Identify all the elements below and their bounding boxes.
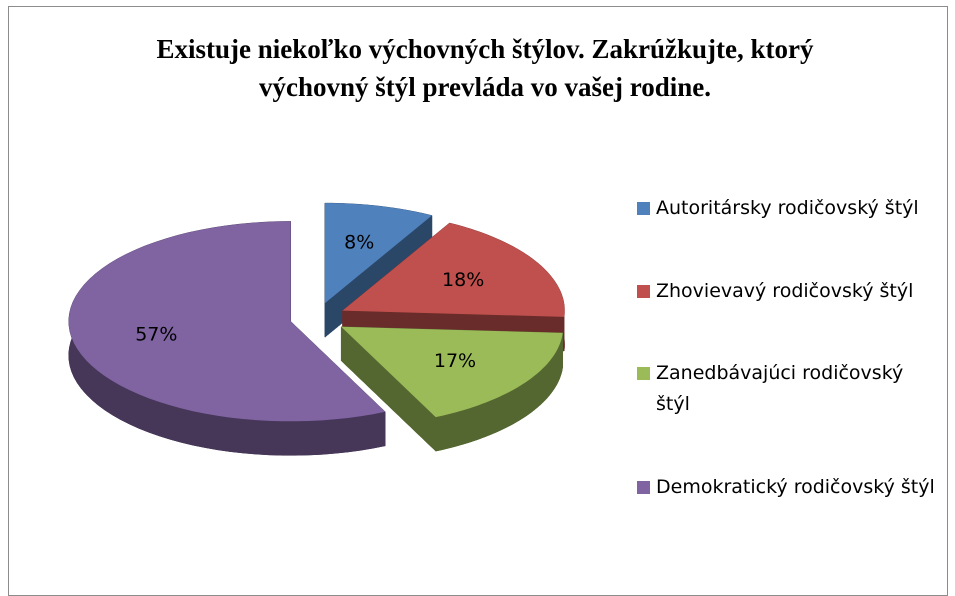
legend-label: Demokratický rodičovský štýl <box>656 475 935 498</box>
pie-slice <box>325 203 432 304</box>
legend-swatch <box>637 480 650 494</box>
legend-label: Zanedbávajúci rodičovský štýl <box>656 362 904 416</box>
data-label: 8% <box>344 232 374 254</box>
legend-item: Autoritársky rodičovský štýl <box>637 193 937 224</box>
data-label: 17% <box>434 350 476 372</box>
data-label: 18% <box>442 269 484 291</box>
legend: Autoritársky rodičovský štýl Zhovievavý r… <box>637 193 937 503</box>
legend-item: Zhovievavý rodičovský štýl <box>637 276 937 307</box>
legend-item: Demokratický rodičovský štýl <box>637 472 937 503</box>
legend-swatch <box>637 284 650 298</box>
legend-label: Zhovievavý rodičovský štýl <box>656 279 914 302</box>
pie-slice <box>68 221 386 422</box>
legend-item: Zanedbávajúci rodičovský štýl <box>637 358 937 420</box>
legend-swatch <box>637 202 650 215</box>
pie-slice <box>342 223 565 317</box>
legend-swatch <box>637 367 650 381</box>
pie-slice <box>341 326 563 418</box>
chart: 8% 18% 17% 57% <box>68 202 565 456</box>
page: 8% 18% 17% 57% Existuje niekoľko výchovných… <box>8 6 948 596</box>
data-label: 57% <box>135 323 177 345</box>
chart-title: Existuje niekoľko výchovných štýlov. Zak… <box>156 34 814 102</box>
slice-side <box>435 332 563 452</box>
legend-label: Autoritársky rodičovský štýl <box>656 197 919 219</box>
